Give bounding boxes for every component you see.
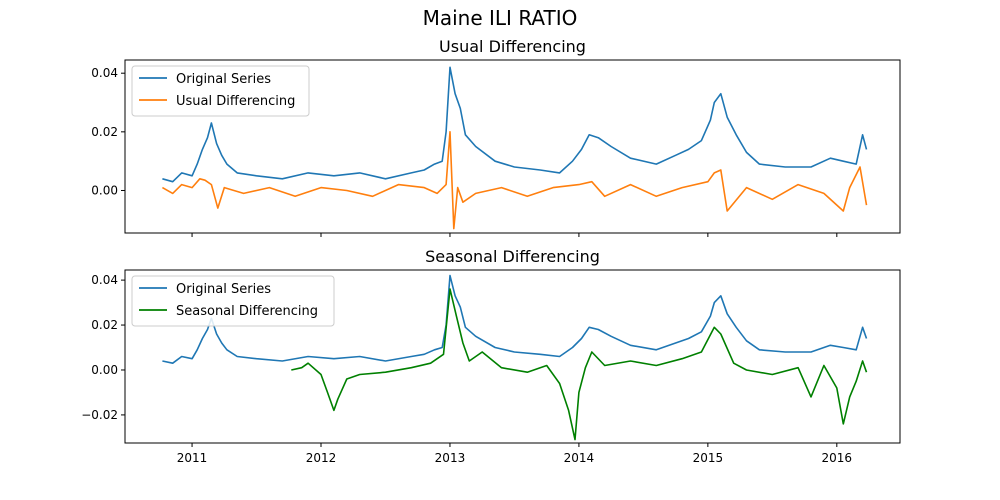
x-tick-label: 2014 xyxy=(564,451,595,465)
axes-frame xyxy=(124,269,901,444)
y-tick-label: 0.00 xyxy=(91,363,118,377)
series-line-seasonal-differencing xyxy=(291,288,868,441)
series-line-usual-differencing xyxy=(162,131,868,230)
x-tick-label: 2013 xyxy=(435,451,466,465)
x-tick-label: 2012 xyxy=(306,451,337,465)
legend: Original Series Seasonal Differencing xyxy=(131,275,335,327)
x-tick-label: 2016 xyxy=(822,451,853,465)
y-tick-label: 0.02 xyxy=(91,125,118,139)
y-tick-label: −0.02 xyxy=(81,408,118,422)
figure-title: Maine ILI RATIO xyxy=(422,6,578,30)
subplot-2: Seasonal Differencing 2011 2012 2013 2014 201… xyxy=(81,247,901,465)
legend-box xyxy=(131,275,335,327)
legend-label: Usual Differencing xyxy=(176,94,295,109)
y-tick-label: 0.04 xyxy=(91,66,118,80)
legend-box xyxy=(131,65,310,117)
legend-label: Original Series xyxy=(176,282,271,297)
subplot-1: Usual Differencing 0.00 0.02 0.04 Original S… xyxy=(91,37,901,237)
legend-label: Seasonal Differencing xyxy=(176,304,318,319)
x-tick-label: 2015 xyxy=(693,451,724,465)
series-line-original-series xyxy=(162,66,868,183)
legend: Original Series Usual Differencing xyxy=(131,65,310,117)
y-tick-label: 0.04 xyxy=(91,273,118,287)
subplot-title: Usual Differencing xyxy=(439,37,586,56)
y-tick-label: 0.00 xyxy=(91,183,118,197)
legend-label: Original Series xyxy=(176,72,271,87)
axes-frame xyxy=(124,59,901,234)
x-tick-label: 2011 xyxy=(177,451,208,465)
y-tick-label: 0.02 xyxy=(91,318,118,332)
subplot-title: Seasonal Differencing xyxy=(425,247,600,266)
series-line-original-series xyxy=(162,274,868,365)
